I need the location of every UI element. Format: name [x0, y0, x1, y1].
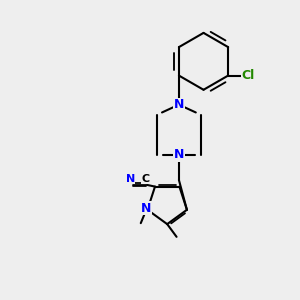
- Text: N: N: [174, 98, 184, 111]
- Text: C: C: [142, 174, 150, 184]
- Text: N: N: [174, 148, 184, 161]
- Text: N: N: [126, 174, 135, 184]
- Text: Cl: Cl: [242, 69, 255, 82]
- Text: N: N: [141, 202, 151, 214]
